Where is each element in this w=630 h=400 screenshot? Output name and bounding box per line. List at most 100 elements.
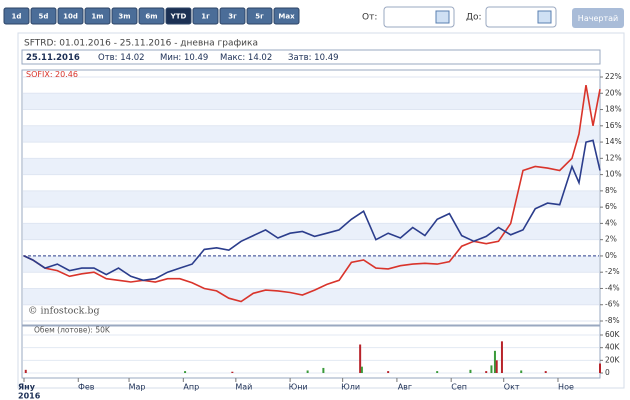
volume-bar xyxy=(493,350,496,373)
range-button-label: 1г xyxy=(201,13,210,21)
range-button[interactable]: 3г xyxy=(219,7,246,25)
x-tick-label: Авг xyxy=(398,383,412,392)
volume-bar xyxy=(231,371,234,373)
legend-label: SOFIX: 20.46 xyxy=(26,70,78,79)
x-tick-label: Юли xyxy=(341,383,360,392)
y-tick-label: 16% xyxy=(605,121,622,130)
range-button-bg xyxy=(30,7,57,25)
grid-band xyxy=(23,255,599,273)
x-tick-label: Май xyxy=(235,383,252,392)
range-button-label: YTD xyxy=(170,13,187,21)
draw-button-label: Начертай xyxy=(578,14,618,23)
volume-bar xyxy=(485,371,488,373)
volume-y-tick-label: 40K xyxy=(605,343,621,352)
x-tick-label: Мар xyxy=(129,383,146,392)
range-button-label: 1d xyxy=(12,13,22,21)
range-button-bg xyxy=(84,7,111,25)
y-tick-label: 14% xyxy=(605,137,622,146)
to-label: До: xyxy=(466,13,482,23)
volume-bar xyxy=(520,370,523,373)
info-item: Затв: 10.49 xyxy=(288,53,339,63)
from-label: От: xyxy=(362,13,377,23)
range-button-bg xyxy=(165,7,192,25)
calendar-icon xyxy=(537,10,552,24)
volume-bar xyxy=(436,371,439,373)
range-button[interactable]: 5г xyxy=(246,7,273,25)
range-button-bg xyxy=(3,7,30,25)
range-button[interactable]: 1d xyxy=(3,7,30,25)
y-tick-label: 20% xyxy=(605,88,622,97)
volume-bar xyxy=(184,371,187,373)
watermark: © infostock.bg xyxy=(28,306,100,317)
volume-bar xyxy=(359,344,362,373)
x-tick-label: Сеп xyxy=(451,383,467,392)
y-tick-label: -6% xyxy=(605,300,620,309)
volume-bar xyxy=(322,367,325,373)
x-tick-label: Фев xyxy=(78,383,95,392)
draw-button[interactable] xyxy=(572,8,624,28)
range-button[interactable]: 1г xyxy=(192,7,219,25)
volume-title: Обем (лотове): 50K xyxy=(34,326,111,335)
volume-bar xyxy=(544,371,547,373)
range-button-bg xyxy=(192,7,219,25)
calendar-icon xyxy=(435,10,450,24)
info-item: Мин: 10.49 xyxy=(160,53,208,63)
volume-bar xyxy=(490,365,493,373)
volume-bar xyxy=(306,370,309,373)
series-line xyxy=(23,139,601,282)
range-button-label: 5г xyxy=(255,13,264,21)
grid-band xyxy=(23,288,599,305)
y-tick-label: 2% xyxy=(605,235,617,244)
range-button-bg xyxy=(219,7,246,25)
range-button-bg xyxy=(246,7,273,25)
y-tick-label: -2% xyxy=(605,267,620,276)
volume-bar xyxy=(387,371,390,373)
volume-bar xyxy=(495,360,498,373)
range-button-bg xyxy=(57,7,84,25)
volume-bar xyxy=(360,366,363,373)
x-tick-label: Ное xyxy=(558,383,574,392)
y-tick-label: 6% xyxy=(605,202,617,211)
grid-band xyxy=(23,190,599,208)
y-tick-label: 12% xyxy=(605,153,622,162)
range-button-label: 6m xyxy=(145,13,157,21)
range-button[interactable]: Max xyxy=(273,7,300,25)
range-button-label: 1m xyxy=(91,13,103,21)
volume-bar xyxy=(500,341,503,373)
range-button[interactable]: 5d xyxy=(30,7,57,25)
volume-y-tick-label: 20K xyxy=(605,355,621,364)
range-button[interactable]: 6m xyxy=(138,7,165,25)
volume-y-tick-label: 60K xyxy=(605,330,621,339)
y-tick-label: 18% xyxy=(605,105,622,114)
info-item: Отв: 14.02 xyxy=(98,53,145,63)
volume-bar xyxy=(469,369,472,373)
range-button-label: 3г xyxy=(228,13,237,21)
range-button-label: 10d xyxy=(63,13,78,21)
range-button-bg xyxy=(111,7,138,25)
range-button-bg xyxy=(138,7,165,25)
y-tick-label: -8% xyxy=(605,316,620,325)
y-tick-label: -4% xyxy=(605,283,620,292)
series-line xyxy=(23,84,601,303)
volume-bar xyxy=(24,369,27,373)
y-tick-label: 0% xyxy=(605,251,617,260)
y-tick-label: 10% xyxy=(605,170,622,179)
info-box xyxy=(21,49,601,65)
range-button-label: 3m xyxy=(118,13,130,21)
x-tick-label: Апр xyxy=(183,383,199,392)
grid-band xyxy=(23,223,599,240)
info-item: 25.11.2016 xyxy=(26,53,80,63)
range-button[interactable]: 10d xyxy=(57,7,84,25)
grid-band xyxy=(23,158,599,175)
x-tick-label: Окт xyxy=(504,383,520,392)
range-button[interactable]: 3m xyxy=(111,7,138,25)
range-button[interactable]: 1m xyxy=(84,7,111,25)
x-tick-label: Яну xyxy=(18,383,36,392)
range-button[interactable]: YTD xyxy=(165,7,192,25)
range-button-bg xyxy=(273,7,300,25)
volume-bar xyxy=(599,363,601,373)
x-year-label: 2016 xyxy=(18,392,41,400)
range-button-label: 5d xyxy=(39,13,49,21)
x-tick-label: Юни xyxy=(289,383,308,392)
y-tick-label: 8% xyxy=(605,186,617,195)
